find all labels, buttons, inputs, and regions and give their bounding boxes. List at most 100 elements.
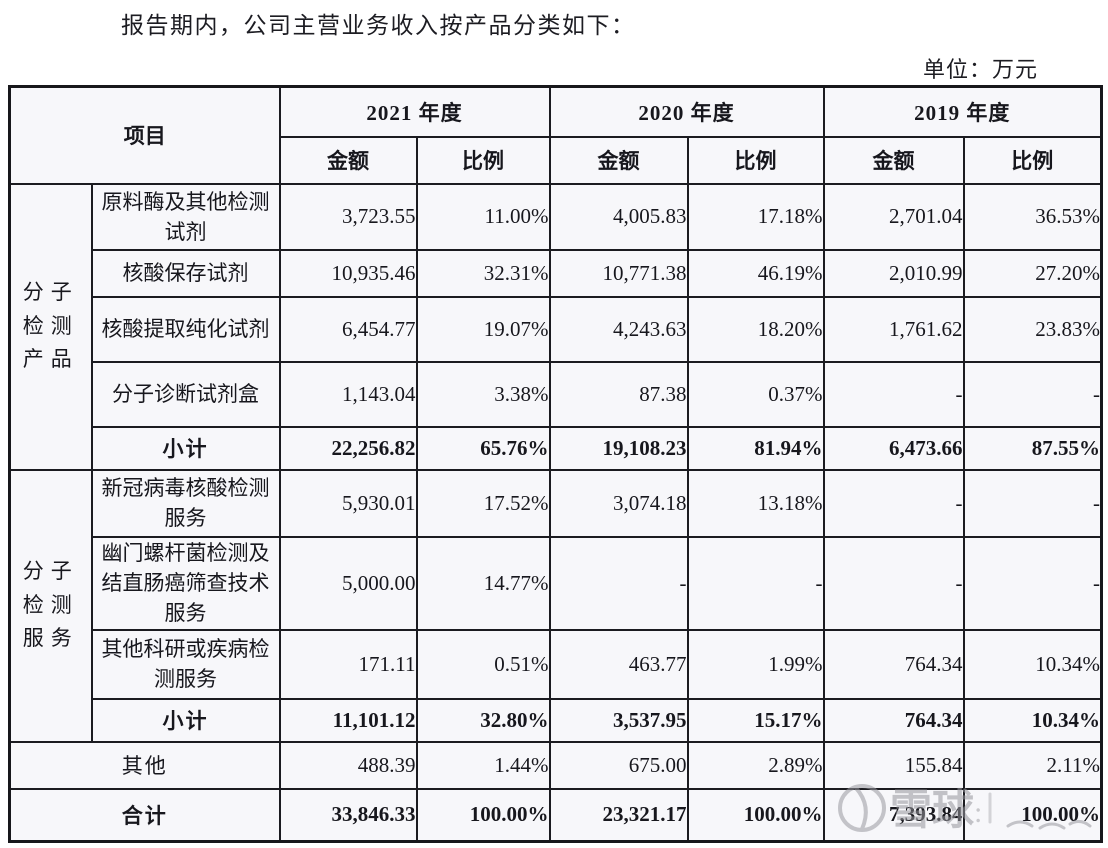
ratio-cell: 32.80% (415, 697, 551, 743)
amount-cell: 463.77 (548, 628, 689, 700)
subtotal-label: 小计 (90, 425, 281, 471)
item-label: 新冠病毒核酸检测服务 (90, 468, 281, 538)
ratio-cell: 19.07% (415, 295, 551, 363)
amount-cell: 3,074.18 (548, 468, 689, 538)
ratio-cell: - (962, 468, 1103, 538)
amount-cell: 2,010.99 (822, 248, 965, 298)
ratio-cell: 11.00% (415, 182, 551, 251)
amount-cell: 6,454.77 (278, 295, 418, 363)
header-year-2020: 2020 年度 (548, 85, 825, 138)
ratio-cell: 100.00% (962, 787, 1103, 843)
amount-cell: 7,393.84 (822, 787, 965, 843)
item-label: 幽门螺杆菌检测及结直肠癌筛查技术服务 (90, 535, 281, 631)
table-row: 分子检测产品 原料酶及其他检测试剂 3,723.55 11.00% 4,005.… (8, 182, 1103, 471)
ratio-cell: 46.19% (686, 248, 825, 298)
table-row: 分子检测服务 新冠病毒核酸检测服务 5,930.01 17.52% 3,074.… (8, 468, 1103, 743)
amount-cell: 764.34 (822, 628, 965, 700)
header-year-2021: 2021 年度 (278, 85, 551, 138)
ratio-cell: 23.83% (962, 295, 1103, 363)
ratio-cell: 10.34% (962, 628, 1103, 700)
header-row-years: 项目 2021 年度 2020 年度 2019 年度 (8, 85, 1103, 185)
table-row: 核酸保存试剂 10,935.46 32.31% 10,771.38 46.19%… (10, 248, 1103, 298)
ratio-cell: 100.00% (686, 787, 825, 843)
amount-cell: 764.34 (822, 697, 965, 743)
item-label: 原料酶及其他检测试剂 (90, 182, 281, 251)
subtotal-label: 小计 (90, 697, 281, 743)
table-row: 分子诊断试剂盒 1,143.04 3.38% 87.38 0.37% - - (10, 360, 1103, 428)
amount-cell: 155.84 (822, 740, 965, 790)
other-label: 其他 (8, 740, 281, 790)
amount-cell: 4,005.83 (548, 182, 689, 251)
amount-cell: 6,473.66 (822, 425, 965, 471)
amount-cell: 1,143.04 (278, 360, 418, 428)
header-item: 项目 (8, 85, 281, 185)
amount-cell: 488.39 (278, 740, 418, 790)
amount-cell: 3,537.95 (548, 697, 689, 743)
header-ratio-2019: 比例 (962, 135, 1103, 185)
ratio-cell: 0.37% (686, 360, 825, 428)
ratio-cell: 27.20% (962, 248, 1103, 298)
amount-cell: - (548, 535, 689, 631)
header-row-measures: 金额 比例 金额 比例 金额 比例 (10, 135, 1103, 185)
amount-cell: 23,321.17 (548, 787, 689, 843)
amount-cell: 22,256.82 (278, 425, 418, 471)
table-row: 幽门螺杆菌检测及结直肠癌筛查技术服务 5,000.00 14.77% - - -… (10, 535, 1103, 631)
amount-cell: 10,771.38 (548, 248, 689, 298)
ratio-cell: - (686, 535, 825, 631)
header-amount-2020: 金额 (548, 135, 689, 185)
header-ratio-2020: 比例 (686, 135, 825, 185)
subtotal-row: 小计 22,256.82 65.76% 19,108.23 81.94% 6,4… (10, 425, 1103, 471)
ratio-cell: 15.17% (686, 697, 825, 743)
amount-cell: 87.38 (548, 360, 689, 428)
ratio-cell: 3.38% (415, 360, 551, 428)
ratio-cell: - (962, 535, 1103, 631)
ratio-cell: 1.99% (686, 628, 825, 700)
ratio-cell: 2.11% (962, 740, 1103, 790)
intro-text: 报告期内，公司主营业务收入按产品分类如下： (121, 13, 636, 38)
group-label-services: 分子检测服务 (8, 468, 93, 743)
total-label: 合计 (8, 787, 281, 843)
item-label: 其他科研或疾病检测服务 (90, 628, 281, 700)
amount-cell: 19,108.23 (548, 425, 689, 471)
ratio-cell: 10.34% (962, 697, 1103, 743)
ratio-cell: - (962, 360, 1103, 428)
amount-cell: 171.11 (278, 628, 418, 700)
header-amount-2019: 金额 (822, 135, 965, 185)
ratio-cell: 13.18% (686, 468, 825, 538)
ratio-cell: 17.52% (415, 468, 551, 538)
revenue-by-product-table: 项目 2021 年度 2020 年度 2019 年度 金额 比例 金额 比例 金… (8, 85, 1103, 843)
amount-cell: 5,930.01 (278, 468, 418, 538)
header-ratio-2021: 比例 (415, 135, 551, 185)
ratio-cell: 100.00% (415, 787, 551, 843)
amount-cell: 33,846.33 (278, 787, 418, 843)
ratio-cell: 0.51% (415, 628, 551, 700)
table-row: 核酸提取纯化试剂 6,454.77 19.07% 4,243.63 18.20%… (10, 295, 1103, 363)
amount-cell: 5,000.00 (278, 535, 418, 631)
ratio-cell: 81.94% (686, 425, 825, 471)
amount-cell: 4,243.63 (548, 295, 689, 363)
amount-cell: 11,101.12 (278, 697, 418, 743)
total-row: 合计 33,846.33 100.00% 23,321.17 100.00% 7… (8, 787, 1103, 843)
ratio-cell: 14.77% (415, 535, 551, 631)
ratio-cell: 18.20% (686, 295, 825, 363)
item-label: 核酸保存试剂 (90, 248, 281, 298)
amount-cell: - (822, 468, 965, 538)
header-amount-2021: 金额 (278, 135, 418, 185)
item-label: 分子诊断试剂盒 (90, 360, 281, 428)
ratio-cell: 17.18% (686, 182, 825, 251)
table-row: 其他科研或疾病检测服务 171.11 0.51% 463.77 1.99% 76… (10, 628, 1103, 700)
ratio-cell: 87.55% (962, 425, 1103, 471)
other-row: 其他 488.39 1.44% 675.00 2.89% 155.84 2.11… (8, 740, 1103, 790)
amount-cell: 675.00 (548, 740, 689, 790)
ratio-cell: 36.53% (962, 182, 1103, 251)
group-label-products: 分子检测产品 (8, 182, 93, 471)
amount-cell: - (822, 535, 965, 631)
ratio-cell: 2.89% (686, 740, 825, 790)
subtotal-row: 小计 11,101.12 32.80% 3,537.95 15.17% 764.… (10, 697, 1103, 743)
unit-label: 单位：万元 (922, 57, 1038, 82)
header-year-2019: 2019 年度 (822, 85, 1103, 138)
item-label: 核酸提取纯化试剂 (90, 295, 281, 363)
ratio-cell: 1.44% (415, 740, 551, 790)
amount-cell: 2,701.04 (822, 182, 965, 251)
